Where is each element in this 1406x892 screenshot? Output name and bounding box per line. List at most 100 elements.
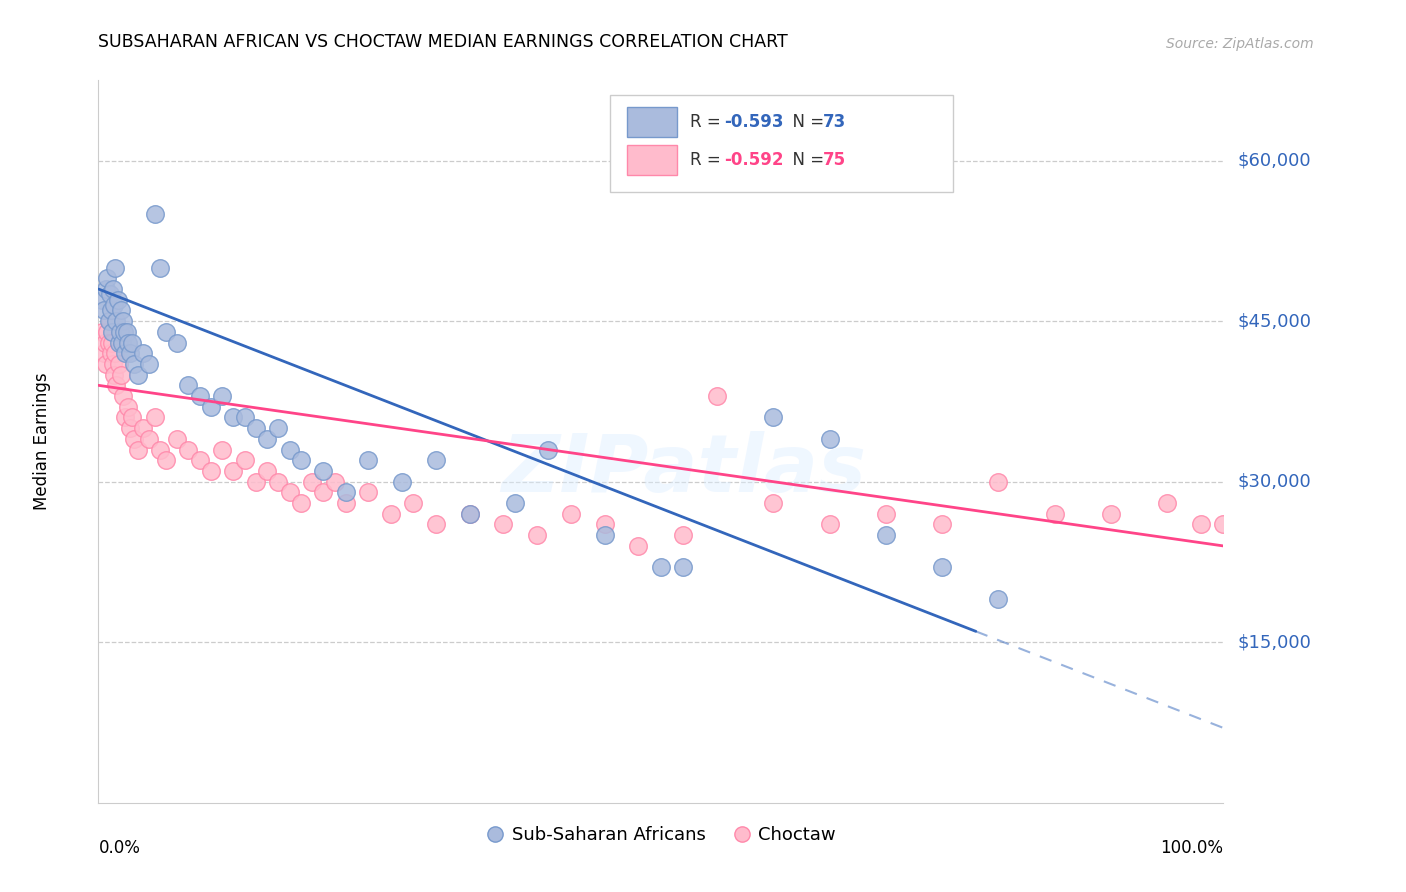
Point — [124, 432, 146, 446]
Point — [117, 335, 139, 350]
Point — [101, 282, 124, 296]
Point — [97, 314, 120, 328]
Point — [503, 496, 526, 510]
Point — [94, 335, 117, 350]
Legend: Sub-Saharan Africans, Choctaw: Sub-Saharan Africans, Choctaw — [479, 819, 842, 852]
Text: -0.593: -0.593 — [724, 113, 783, 131]
Point — [118, 421, 141, 435]
FancyBboxPatch shape — [610, 95, 953, 193]
Point — [114, 346, 136, 360]
Point — [96, 357, 118, 371]
Point — [425, 517, 447, 532]
Text: -0.592: -0.592 — [724, 151, 783, 169]
Point — [111, 335, 134, 350]
Text: R =: R = — [690, 113, 725, 131]
Point — [101, 325, 124, 339]
Point — [100, 303, 122, 318]
Point — [492, 517, 515, 532]
Point — [380, 507, 402, 521]
Point — [267, 421, 290, 435]
Point — [97, 335, 120, 350]
Point — [593, 517, 616, 532]
Text: $15,000: $15,000 — [1237, 633, 1310, 651]
Text: 0.0%: 0.0% — [98, 838, 141, 857]
Point — [105, 378, 128, 392]
Point — [93, 303, 115, 318]
Point — [650, 560, 672, 574]
Point — [1189, 517, 1212, 532]
Point — [132, 346, 155, 360]
Point — [1156, 496, 1178, 510]
Point — [402, 496, 425, 510]
Point — [1212, 517, 1234, 532]
Point — [458, 507, 481, 521]
Text: $60,000: $60,000 — [1237, 152, 1310, 169]
Point — [593, 528, 616, 542]
Text: $30,000: $30,000 — [1237, 473, 1310, 491]
Point — [104, 260, 127, 275]
Point — [233, 410, 256, 425]
Text: $45,000: $45,000 — [1237, 312, 1312, 330]
Point — [121, 410, 143, 425]
Point — [233, 453, 256, 467]
Point — [290, 453, 312, 467]
Point — [875, 528, 897, 542]
Point — [149, 260, 172, 275]
Point — [93, 346, 115, 360]
Point — [90, 325, 112, 339]
Text: Median Earnings: Median Earnings — [34, 373, 51, 510]
Point — [672, 560, 695, 574]
Point — [188, 453, 211, 467]
Point — [537, 442, 560, 457]
Point — [256, 432, 278, 446]
Point — [278, 485, 301, 500]
Point — [107, 357, 129, 371]
Text: SUBSAHARAN AFRICAN VS CHOCTAW MEDIAN EARNINGS CORRELATION CHART: SUBSAHARAN AFRICAN VS CHOCTAW MEDIAN EAR… — [98, 33, 789, 52]
Point — [211, 442, 233, 457]
Point — [267, 475, 290, 489]
Point — [1099, 507, 1122, 521]
Point — [357, 453, 380, 467]
Point — [211, 389, 233, 403]
Point — [101, 357, 124, 371]
Point — [188, 389, 211, 403]
Point — [115, 325, 138, 339]
Point — [222, 464, 245, 478]
Point — [118, 346, 141, 360]
Text: N =: N = — [782, 151, 830, 169]
Point — [458, 507, 481, 521]
Text: 73: 73 — [823, 113, 846, 131]
Point — [90, 293, 112, 307]
Point — [127, 368, 149, 382]
Point — [105, 314, 128, 328]
Point — [177, 442, 200, 457]
Text: 75: 75 — [823, 151, 846, 169]
Point — [101, 335, 124, 350]
Point — [103, 368, 125, 382]
Point — [1043, 507, 1066, 521]
Point — [149, 442, 172, 457]
Point — [290, 496, 312, 510]
Text: R =: R = — [690, 151, 725, 169]
Point — [117, 400, 139, 414]
Point — [526, 528, 548, 542]
Point — [312, 464, 335, 478]
FancyBboxPatch shape — [627, 145, 676, 175]
Point — [96, 325, 118, 339]
Point — [672, 528, 695, 542]
Point — [108, 325, 131, 339]
Point — [98, 287, 121, 301]
Text: 100.0%: 100.0% — [1160, 838, 1223, 857]
Point — [155, 325, 177, 339]
Point — [121, 335, 143, 350]
Point — [100, 346, 122, 360]
Point — [96, 271, 118, 285]
Point — [166, 432, 188, 446]
Point — [166, 335, 188, 350]
Point — [762, 496, 785, 510]
Point — [706, 389, 728, 403]
Point — [818, 432, 841, 446]
Point — [114, 410, 136, 425]
Point — [875, 507, 897, 521]
Point — [132, 421, 155, 435]
